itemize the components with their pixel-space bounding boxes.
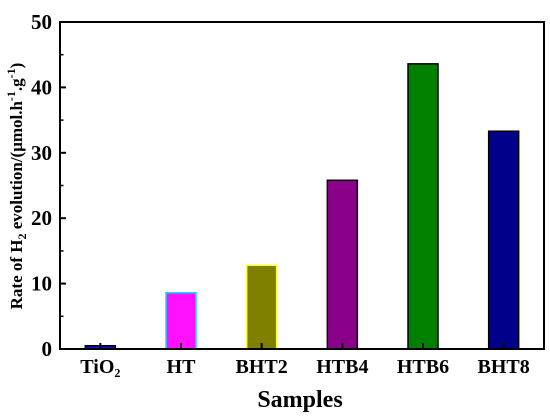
bar-2: [245, 264, 278, 350]
y-tick-label-2: 20: [31, 206, 52, 230]
y-tick-label-0: 0: [42, 337, 53, 361]
y-tick-label-1: 10: [31, 272, 52, 296]
y-axis-title-post: ): [7, 63, 26, 69]
x-tick-label-5: BHT8: [478, 356, 530, 378]
bar-5: [487, 130, 520, 350]
y-tick-label-3: 30: [31, 141, 52, 165]
bars-group: [84, 63, 520, 350]
y-axis-title-sub: 2: [15, 233, 29, 239]
bar-1: [165, 292, 197, 350]
y-axis: 0 10 20 30 40 50: [31, 10, 66, 361]
x-tick-label-2: BHT2: [236, 356, 288, 378]
plot-frame: [59, 21, 545, 350]
y-axis-title-sup1: -1: [4, 91, 18, 101]
bar-4: [407, 63, 439, 350]
x-axis-title: Samples: [257, 387, 342, 413]
y-axis-title: Rate of H2 evolution/(μmol.h-1.g-1): [4, 63, 29, 310]
x-tick-label-1: HT: [167, 356, 197, 378]
x-tick-label-0: TiO₂: [80, 356, 120, 378]
x-axis: TiO₂ HT BHT2 HTB4 HTB6 BHT8: [80, 343, 530, 378]
x-tick-label-4: HTB6: [397, 356, 449, 378]
y-axis-title-mid: evolution/(μmol.h: [7, 101, 26, 234]
y-tick-label-4: 40: [31, 75, 52, 99]
y-axis-title-dot: .g: [7, 78, 26, 91]
bar-3: [326, 179, 359, 350]
x-tick-label-3: HTB4: [316, 356, 368, 378]
y-tick-label-5: 50: [31, 10, 52, 34]
y-axis-title-pre: Rate of H: [7, 239, 26, 309]
y-axis-title-sup2: -1: [4, 68, 18, 78]
